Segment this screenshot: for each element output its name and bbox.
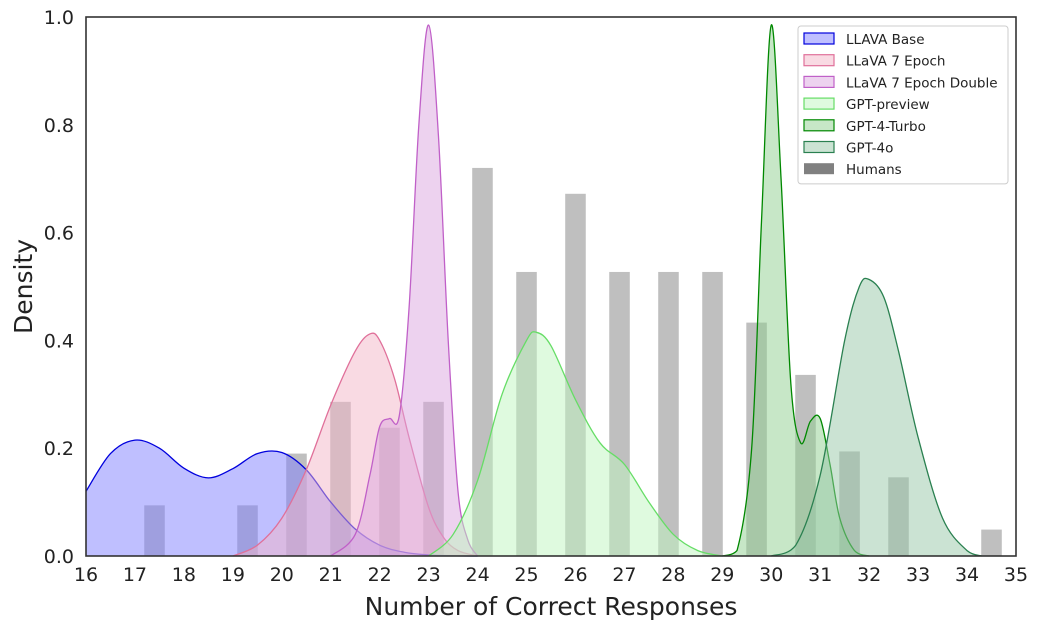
density-area-gpt-4o	[771, 278, 982, 556]
y-axis: 0.0 0.2 0.4 0.6 0.8 1.0	[44, 7, 74, 568]
density-area-llava-7-epoch-double	[330, 25, 478, 556]
x-tick-label: 18	[172, 564, 196, 586]
legend-swatch	[803, 54, 835, 67]
x-tick-label: 34	[955, 564, 979, 586]
x-tick-label: 30	[759, 564, 783, 586]
legend-label: LLaVA 7 Epoch Double	[846, 75, 998, 91]
legend-swatch	[803, 97, 835, 110]
legend-swatch	[803, 119, 835, 132]
legend-label: GPT-4o	[846, 141, 893, 157]
x-tick-label: 20	[270, 564, 294, 586]
density-area-gpt-preview	[428, 331, 723, 556]
x-tick-label: 19	[221, 564, 245, 586]
x-tick-label: 31	[808, 564, 832, 586]
legend-swatch	[803, 32, 835, 45]
histogram-bar	[658, 271, 679, 556]
y-tick-label: 0.2	[44, 438, 74, 460]
plot-area	[85, 24, 1002, 557]
legend-label: LLaVA 7 Epoch	[846, 54, 945, 70]
y-tick-label: 0.0	[44, 546, 74, 568]
legend-label: GPT-4-Turbo	[846, 119, 926, 135]
y-axis-label: Density	[9, 239, 38, 334]
x-tick-label: 22	[368, 564, 392, 586]
histogram-bar	[981, 529, 1002, 556]
x-tick-label: 23	[417, 564, 441, 586]
legend: LLAVA Base LLaVA 7 Epoch LLaVA 7 Epoch Dou…	[797, 25, 1009, 185]
y-tick-label: 1.0	[44, 7, 74, 29]
density-area-gpt-4-turbo	[722, 24, 870, 556]
x-tick-label: 21	[319, 564, 343, 586]
histogram-bar	[702, 271, 723, 556]
x-axis: 16 17 18 19 20 21 22 23 24 25 26 27 28 29 30 31 32 33 34 35	[74, 564, 1028, 586]
x-axis-label: Number of Correct Responses	[365, 592, 738, 621]
legend-swatch	[803, 140, 835, 154]
x-tick-label: 33	[906, 564, 930, 586]
y-tick-label: 0.8	[44, 115, 74, 137]
legend-swatch	[804, 163, 834, 175]
legend-box	[797, 25, 1009, 185]
legend-label: GPT-preview	[846, 97, 930, 113]
y-tick-label: 0.6	[44, 223, 74, 245]
x-tick-label: 27	[612, 564, 636, 586]
plot-frame	[85, 16, 1017, 557]
legend-label: LLAVA Base	[846, 32, 925, 48]
x-tick-label: 24	[465, 564, 489, 586]
x-tick-label: 29	[710, 564, 734, 586]
x-tick-label: 35	[1004, 564, 1028, 586]
x-tick-label: 26	[563, 564, 587, 586]
density-line-gpt-preview	[428, 331, 723, 557]
x-tick-label: 28	[661, 564, 685, 586]
density-line-gpt-4o	[771, 277, 982, 557]
density-area-llava-base	[86, 439, 478, 556]
legend-swatch	[803, 75, 835, 89]
legend-label: Humans	[846, 162, 902, 178]
y-tick-label: 0.4	[44, 330, 74, 352]
x-tick-label: 32	[857, 564, 881, 586]
x-tick-label: 16	[74, 564, 98, 586]
x-tick-label: 25	[514, 564, 538, 586]
density-line-llava-7-epoch-double	[330, 24, 479, 557]
x-tick-label: 17	[123, 564, 147, 586]
